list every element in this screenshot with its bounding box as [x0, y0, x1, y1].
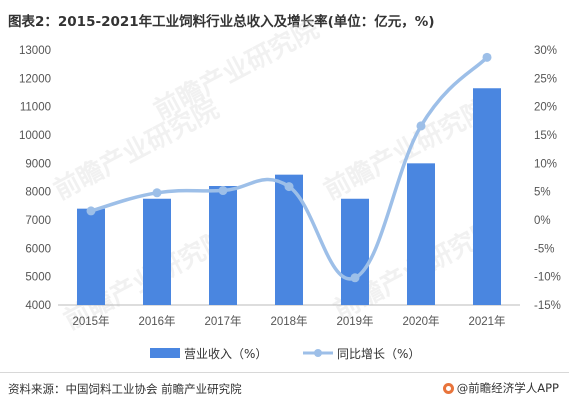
line-point — [350, 273, 360, 283]
left-tick-label: 7000 — [25, 215, 51, 227]
legend-line-marker — [314, 349, 322, 357]
brand-logo-icon — [442, 382, 454, 394]
watermark-2: 前瞻产业研究院 — [319, 93, 494, 206]
chart-title: 图表2：2015-2021年工业饲料行业总收入及增长率(单位：亿元，%) — [8, 14, 435, 30]
left-tick-label: 5000 — [25, 272, 51, 284]
bar — [77, 208, 105, 305]
line-point — [218, 186, 228, 196]
bar — [143, 198, 171, 305]
x-tick-label: 2020年 — [402, 314, 439, 328]
right-tick-label: -10% — [534, 272, 561, 284]
right-tick-label: -5% — [534, 243, 554, 255]
line-point — [416, 121, 426, 131]
x-axis: 2015年 2016年 2017年 2018年 2019年 2020年 2021年 — [72, 314, 505, 328]
right-tick-label: 5% — [534, 187, 551, 199]
watermark-3: 前瞻产业研究院 — [149, 13, 324, 126]
x-tick-label: 2019年 — [336, 314, 373, 328]
x-tick-label: 2015年 — [72, 314, 109, 328]
bar — [473, 88, 501, 305]
x-tick-label: 2017年 — [204, 314, 241, 328]
line-point — [482, 52, 492, 62]
right-tick-label: 10% — [534, 158, 557, 170]
line-point — [86, 206, 96, 216]
left-tick-label: 6000 — [25, 243, 51, 255]
right-tick-label: 15% — [534, 130, 557, 142]
source-note: 资料来源：中国饲料工业协会 前瞻产业研究院 — [8, 382, 242, 396]
left-tick-label: 4000 — [25, 300, 51, 312]
legend-line-label: 同比增长（%） — [337, 347, 420, 361]
legend-bar-label: 营业收入（%） — [184, 347, 267, 361]
line-point — [284, 182, 294, 192]
right-tick-label: 0% — [534, 215, 551, 227]
line-point — [152, 188, 162, 198]
right-tick-label: 25% — [534, 73, 557, 85]
x-tick-label: 2016年 — [138, 314, 175, 328]
brand-credit: @前瞻经济学人APP — [442, 380, 559, 396]
left-tick-label: 12000 — [19, 73, 51, 85]
bar — [407, 163, 435, 305]
left-axis: 4000 5000 6000 7000 8000 9000 10000 11000 12000 1… — [19, 45, 51, 312]
right-tick-label: -15% — [534, 300, 561, 312]
right-tick-label: 20% — [534, 102, 557, 114]
left-tick-label: 13000 — [19, 45, 51, 57]
right-axis: -15% -10% -5% 0% 5% 10% 15% 20% 25% 30% — [534, 45, 561, 312]
bar — [341, 198, 369, 305]
left-tick-label: 11000 — [20, 102, 51, 114]
bar — [209, 186, 237, 305]
legend: 营业收入（%） 同比增长（%） — [150, 347, 420, 361]
left-tick-label: 10000 — [19, 130, 51, 142]
brand-label: @前瞻经济学人APP — [456, 381, 559, 395]
x-tick-label: 2021年 — [468, 314, 505, 328]
x-tick-label: 2018年 — [270, 314, 307, 328]
left-tick-label: 9000 — [25, 158, 51, 170]
footer-divider — [0, 372, 569, 373]
line-series — [86, 52, 492, 283]
left-tick-label: 8000 — [25, 187, 51, 199]
right-tick-label: 30% — [534, 45, 557, 57]
legend-bar-swatch — [150, 348, 180, 358]
